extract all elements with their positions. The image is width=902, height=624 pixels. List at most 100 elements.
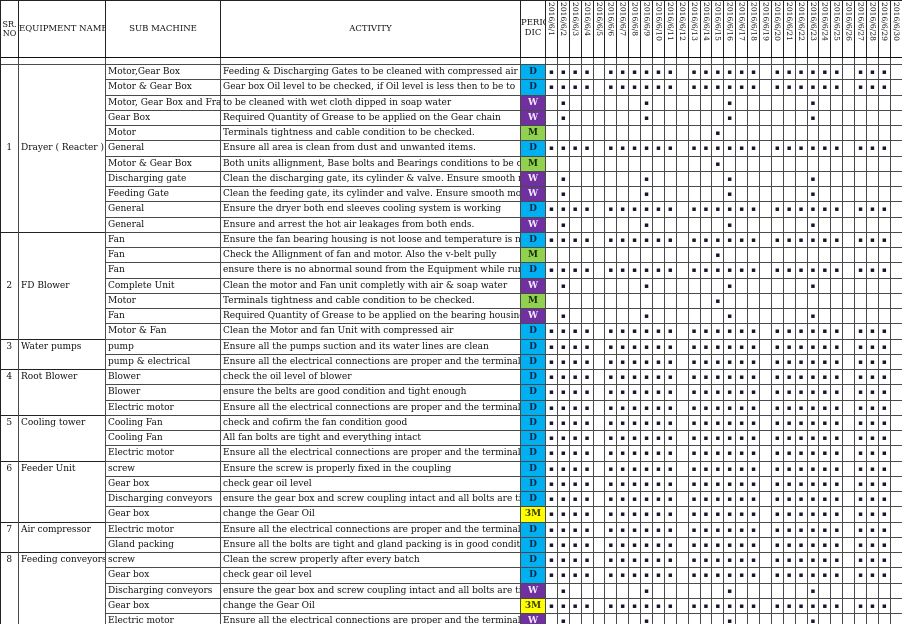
day-cell[interactable]: ▪ <box>711 552 725 569</box>
activity-cell[interactable]: ensure there is no abnormal sound from t… <box>220 262 521 279</box>
day-cell[interactable]: ▪ <box>783 430 796 447</box>
sub-machine-cell[interactable]: Electric motor <box>105 613 221 624</box>
day-cell[interactable] <box>842 339 856 355</box>
day-cell[interactable] <box>890 506 902 523</box>
activity-cell[interactable]: check and cofirm the fan condition good <box>220 415 521 432</box>
day-cell[interactable]: ▪ <box>795 201 808 218</box>
day-cell[interactable]: ▪ <box>807 64 820 81</box>
day-cell[interactable]: ▪ <box>569 598 582 615</box>
day-cell[interactable]: ▪ <box>569 201 582 218</box>
day-cell[interactable] <box>759 247 772 264</box>
day-cell[interactable] <box>842 552 856 569</box>
day-cell[interactable]: ▪ <box>807 445 820 462</box>
day-cell[interactable]: ▪ <box>581 262 594 279</box>
spacer-cell[interactable] <box>818 57 832 65</box>
day-cell[interactable]: ▪ <box>628 552 642 569</box>
day-cell[interactable]: ▪ <box>735 445 749 462</box>
date-column-header[interactable]: 2016/6/21 <box>782 0 796 58</box>
day-cell[interactable]: ▪ <box>557 400 570 416</box>
day-cell[interactable]: ▪ <box>628 445 642 462</box>
day-cell[interactable]: ▪ <box>711 125 725 142</box>
day-cell[interactable] <box>616 156 630 172</box>
activity-cell[interactable]: Ensure and arrest the hot air leakages f… <box>220 217 521 233</box>
day-cell[interactable]: ▪ <box>807 491 820 508</box>
periodic-cell[interactable]: W <box>520 110 546 127</box>
day-cell[interactable] <box>759 262 772 279</box>
sr-no-cell[interactable] <box>0 63 19 80</box>
day-cell[interactable] <box>628 125 642 142</box>
day-cell[interactable]: ▪ <box>735 537 749 554</box>
day-cell[interactable]: ▪ <box>628 339 642 355</box>
day-cell[interactable]: ▪ <box>866 537 879 554</box>
day-cell[interactable]: ▪ <box>771 522 784 538</box>
day-cell[interactable] <box>818 125 832 142</box>
day-cell[interactable] <box>783 95 796 111</box>
day-cell[interactable]: ▪ <box>818 201 832 218</box>
spacer-cell[interactable] <box>783 57 796 65</box>
day-cell[interactable]: ▪ <box>878 430 891 447</box>
day-cell[interactable] <box>676 552 689 569</box>
day-cell[interactable]: ▪ <box>818 430 832 447</box>
day-cell[interactable]: ▪ <box>818 415 832 432</box>
day-cell[interactable]: ▪ <box>652 430 665 447</box>
sr-no-cell[interactable] <box>0 186 19 202</box>
periodic-cell[interactable]: D <box>520 567 546 584</box>
day-cell[interactable]: ▪ <box>700 369 713 386</box>
day-cell[interactable]: ▪ <box>545 415 558 432</box>
day-cell[interactable] <box>759 201 772 218</box>
day-cell[interactable] <box>771 308 784 325</box>
day-cell[interactable] <box>842 232 856 249</box>
day-cell[interactable]: ▪ <box>854 384 868 401</box>
day-cell[interactable]: ▪ <box>664 369 677 386</box>
sub-machine-cell[interactable]: Gear box <box>105 506 221 523</box>
day-cell[interactable]: ▪ <box>640 491 654 508</box>
activity-cell[interactable]: All fan bolts are tight and everything i… <box>220 430 521 447</box>
day-cell[interactable]: ▪ <box>818 445 832 462</box>
day-cell[interactable]: ▪ <box>878 506 891 523</box>
day-cell[interactable] <box>747 293 761 310</box>
day-cell[interactable]: ▪ <box>878 461 891 477</box>
day-cell[interactable] <box>688 613 701 624</box>
day-cell[interactable]: ▪ <box>795 354 808 371</box>
day-cell[interactable]: ▪ <box>628 369 642 386</box>
sr-no-cell[interactable] <box>0 583 19 599</box>
day-cell[interactable] <box>604 308 618 325</box>
equipment-name-cell[interactable] <box>18 491 106 507</box>
day-cell[interactable] <box>593 354 606 371</box>
day-cell[interactable]: ▪ <box>735 476 749 493</box>
day-cell[interactable]: ▪ <box>807 354 820 371</box>
day-cell[interactable] <box>664 171 677 188</box>
sub-machine-cell[interactable]: Motor & Gear Box <box>105 156 221 172</box>
spacer-cell[interactable] <box>711 57 725 65</box>
day-cell[interactable] <box>890 186 902 203</box>
day-cell[interactable] <box>711 613 725 624</box>
equipment-name-cell[interactable] <box>18 567 106 583</box>
day-cell[interactable]: ▪ <box>545 400 558 416</box>
day-cell[interactable] <box>581 583 594 599</box>
day-cell[interactable]: ▪ <box>854 461 868 477</box>
day-cell[interactable]: ▪ <box>747 384 761 401</box>
day-cell[interactable]: ▪ <box>616 232 630 249</box>
day-cell[interactable]: ▪ <box>700 567 713 584</box>
periodic-cell[interactable]: D <box>520 522 546 538</box>
day-cell[interactable]: ▪ <box>866 262 879 279</box>
day-cell[interactable] <box>676 522 689 538</box>
day-cell[interactable]: ▪ <box>807 217 820 233</box>
day-cell[interactable]: ▪ <box>854 430 868 447</box>
day-cell[interactable] <box>830 125 844 142</box>
day-cell[interactable]: ▪ <box>616 369 630 386</box>
date-column-header[interactable]: 2016/6/17 <box>735 0 749 58</box>
day-cell[interactable] <box>890 339 902 355</box>
day-cell[interactable]: ▪ <box>557 308 570 325</box>
day-cell[interactable]: ▪ <box>569 64 582 81</box>
day-cell[interactable]: ▪ <box>557 369 570 386</box>
day-cell[interactable]: ▪ <box>616 567 630 584</box>
spacer-cell[interactable] <box>854 57 868 65</box>
day-cell[interactable]: ▪ <box>878 491 891 508</box>
day-cell[interactable] <box>842 461 856 477</box>
day-cell[interactable]: ▪ <box>807 95 820 111</box>
day-cell[interactable]: ▪ <box>807 110 820 127</box>
day-cell[interactable]: ▪ <box>581 232 594 249</box>
activity-cell[interactable]: Ensure all the electrical connections ar… <box>220 354 521 371</box>
day-cell[interactable]: ▪ <box>783 537 796 554</box>
